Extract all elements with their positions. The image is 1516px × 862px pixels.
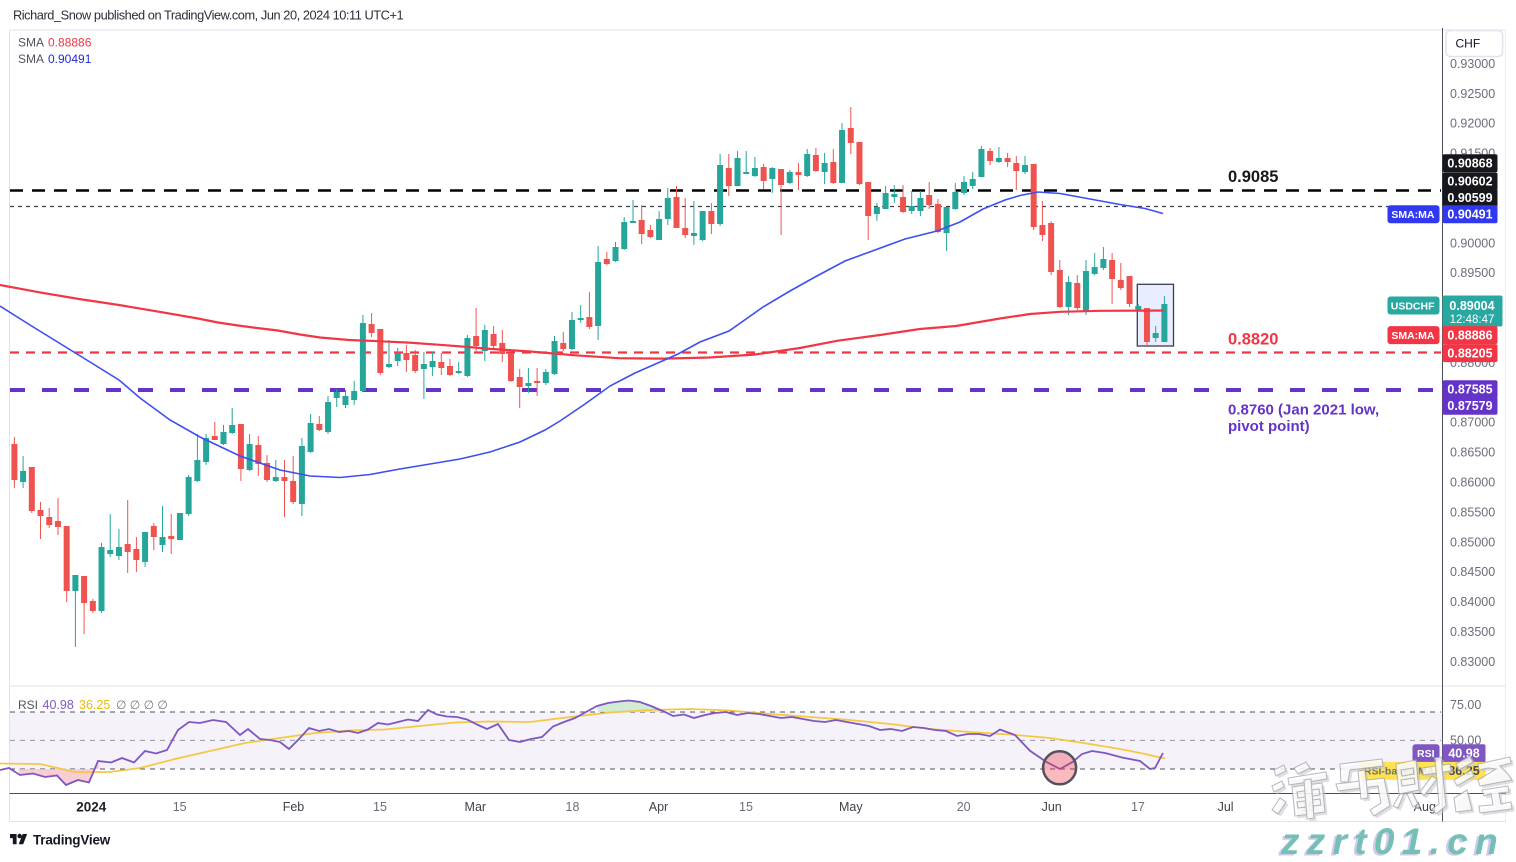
svg-text:USDCHF: USDCHF <box>1391 300 1435 312</box>
svg-text:0.87000: 0.87000 <box>1450 416 1495 430</box>
svg-text:36.25: 36.25 <box>79 698 110 712</box>
svg-text:SMA: SMA <box>18 36 44 50</box>
svg-text:zzrt01.cn: zzrt01.cn <box>1280 821 1505 857</box>
svg-text:Jun: Jun <box>1042 800 1062 814</box>
svg-text:15: 15 <box>373 800 387 814</box>
svg-text:0.90868: 0.90868 <box>1447 156 1492 170</box>
svg-text:May: May <box>839 800 863 814</box>
svg-text:0.83500: 0.83500 <box>1450 625 1495 639</box>
svg-text:0.90491: 0.90491 <box>1447 207 1492 221</box>
svg-text:0.85500: 0.85500 <box>1450 505 1495 519</box>
svg-text:0.8760 (Jan 2021 low,: 0.8760 (Jan 2021 low, <box>1228 402 1379 419</box>
svg-text:2024: 2024 <box>76 800 107 815</box>
svg-text:0.88205: 0.88205 <box>1447 346 1492 360</box>
svg-text:0.93000: 0.93000 <box>1450 57 1495 71</box>
svg-text:0.84000: 0.84000 <box>1450 595 1495 609</box>
svg-text:CHF: CHF <box>1456 37 1481 51</box>
svg-text:17: 17 <box>1131 800 1145 814</box>
svg-text:0.84500: 0.84500 <box>1450 565 1495 579</box>
svg-text:0.83000: 0.83000 <box>1450 655 1495 669</box>
svg-text:0.8820: 0.8820 <box>1228 331 1278 349</box>
svg-text:SMA:MA: SMA:MA <box>1391 330 1435 342</box>
svg-text:Mar: Mar <box>465 800 487 814</box>
svg-text:0.92500: 0.92500 <box>1450 87 1495 101</box>
svg-text:SMA: SMA <box>18 52 44 66</box>
svg-text:0.87579: 0.87579 <box>1447 399 1492 413</box>
svg-text:0.86000: 0.86000 <box>1450 476 1495 490</box>
svg-text:SMA:MA: SMA:MA <box>1391 209 1435 221</box>
svg-text:0.92000: 0.92000 <box>1450 117 1495 131</box>
svg-text:0.88886: 0.88886 <box>48 36 92 50</box>
svg-text:Richard_Snow published on Trad: Richard_Snow published on TradingView.co… <box>13 8 403 23</box>
svg-text:0.90491: 0.90491 <box>48 52 92 66</box>
svg-text:∅ ∅ ∅ ∅: ∅ ∅ ∅ ∅ <box>116 698 168 712</box>
svg-text:0.90599: 0.90599 <box>1447 191 1492 205</box>
svg-text:0.88886: 0.88886 <box>1447 328 1492 342</box>
svg-text:15: 15 <box>173 800 187 814</box>
svg-text:Jul: Jul <box>1218 800 1234 814</box>
svg-text:pivot point): pivot point) <box>1228 418 1310 435</box>
svg-text:TradingView: TradingView <box>33 833 111 848</box>
svg-text:75.00: 75.00 <box>1450 698 1481 712</box>
svg-text:12:48:47: 12:48:47 <box>1450 314 1495 326</box>
svg-text:0.90000: 0.90000 <box>1450 236 1495 250</box>
svg-text:0.89500: 0.89500 <box>1450 266 1495 280</box>
svg-text:18: 18 <box>566 800 580 814</box>
svg-text:RSI: RSI <box>18 698 38 712</box>
svg-text:0.90602: 0.90602 <box>1447 175 1492 189</box>
svg-text:Feb: Feb <box>283 800 305 814</box>
svg-text:Apr: Apr <box>649 800 668 814</box>
svg-text:0.85000: 0.85000 <box>1450 535 1495 549</box>
svg-text:20: 20 <box>957 800 971 814</box>
svg-text:15: 15 <box>739 800 753 814</box>
svg-text:0.87585: 0.87585 <box>1447 383 1492 397</box>
svg-text:0.9085: 0.9085 <box>1228 168 1278 186</box>
svg-text:0.89004: 0.89004 <box>1449 299 1494 313</box>
svg-text:Aug: Aug <box>1414 800 1436 814</box>
svg-text:zzrt01.cn: zzrt01.cn <box>1278 823 1503 858</box>
svg-text:0.86500: 0.86500 <box>1450 446 1495 460</box>
svg-text:40.98: 40.98 <box>1448 746 1479 760</box>
svg-text:40.98: 40.98 <box>43 698 74 712</box>
svg-text:RSI: RSI <box>1417 748 1435 760</box>
